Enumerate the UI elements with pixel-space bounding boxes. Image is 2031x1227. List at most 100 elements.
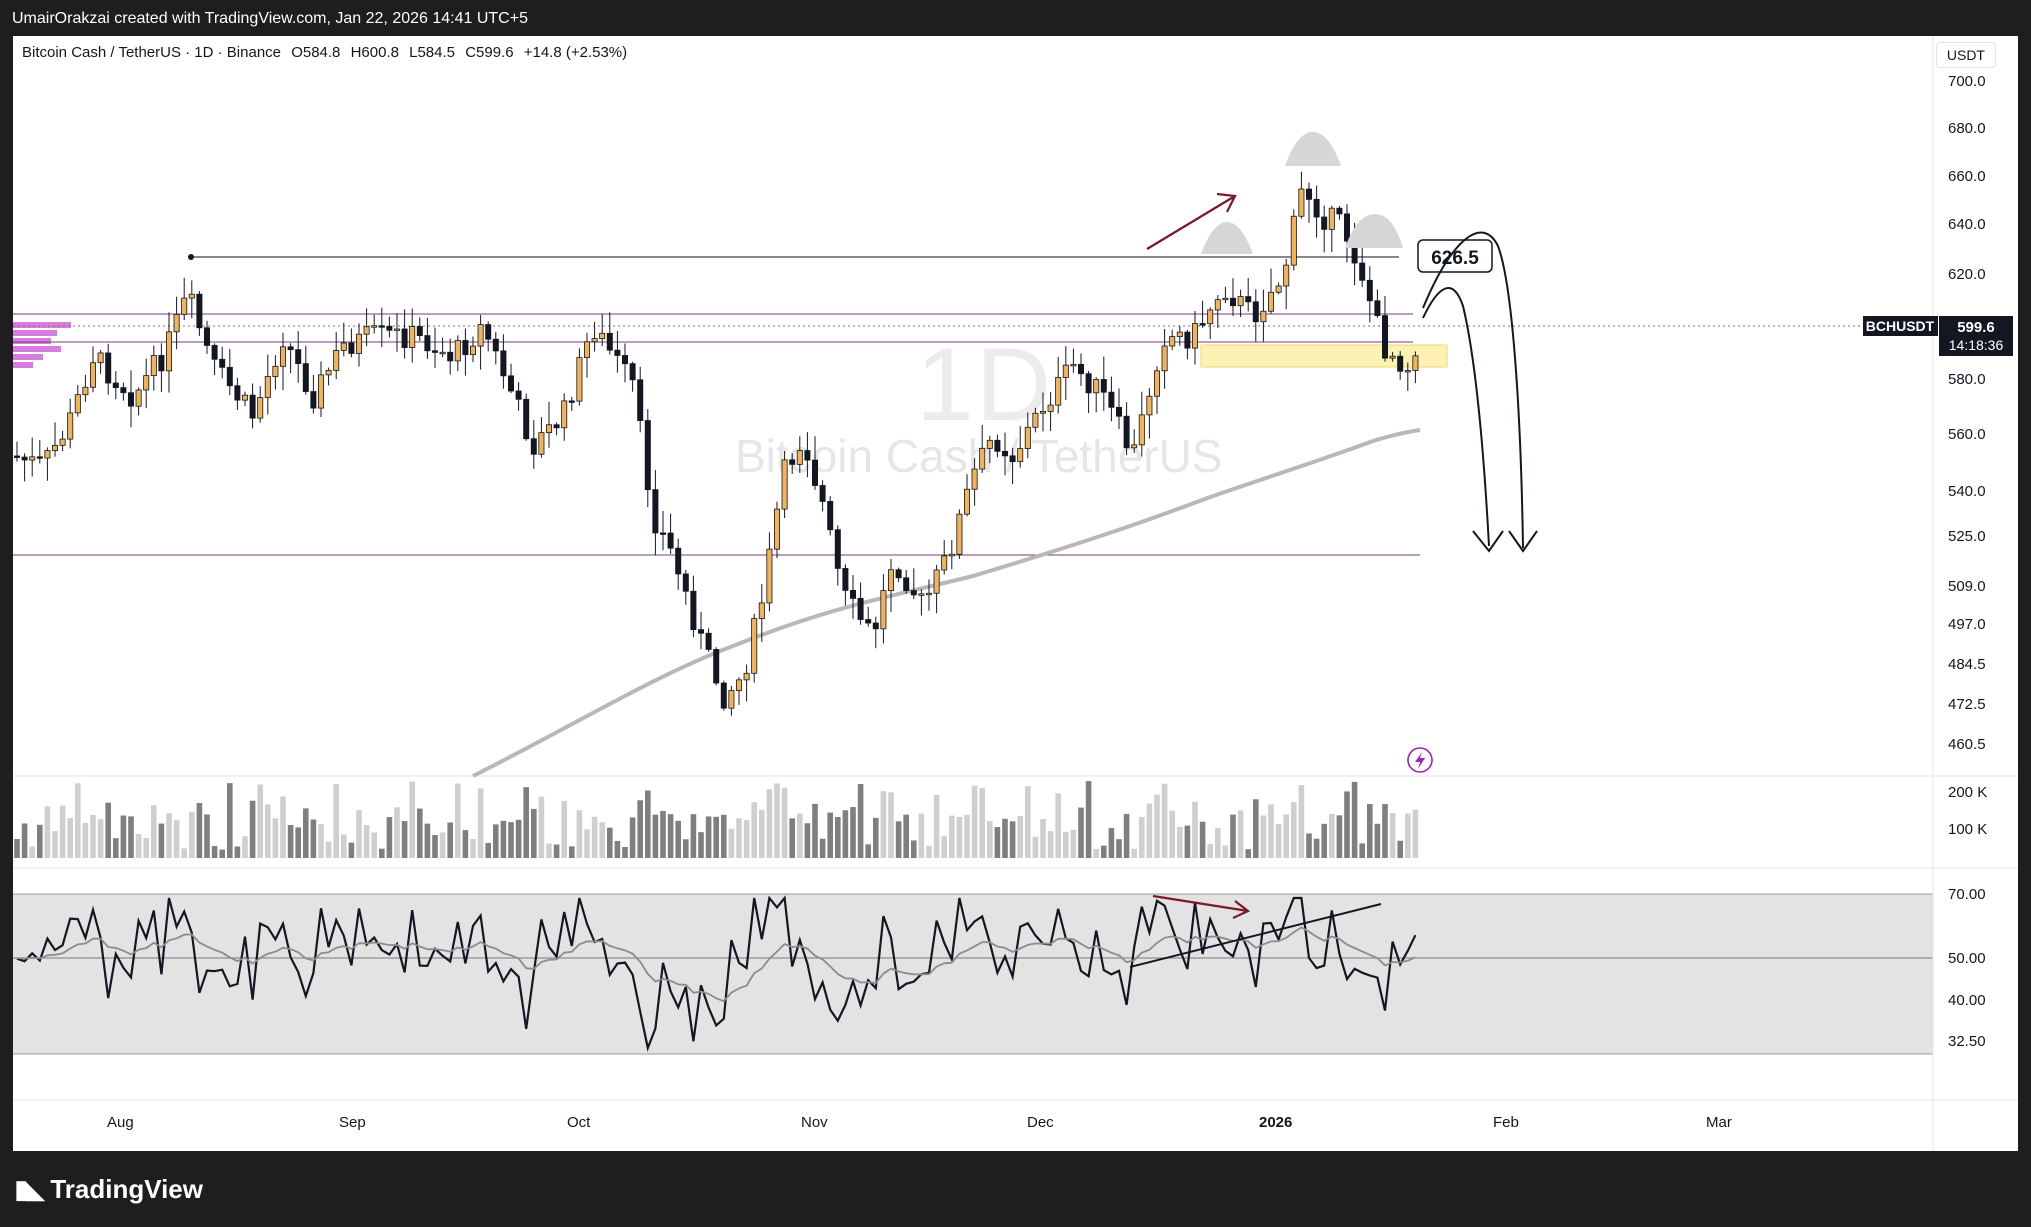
candle-body: [766, 548, 773, 604]
volume-bar: [561, 801, 567, 858]
volume-bar: [515, 819, 522, 858]
volume-bar: [386, 817, 393, 858]
volume-bar: [158, 823, 165, 858]
right-shoulder-dome: [1345, 214, 1403, 248]
candle-body: [713, 649, 720, 684]
candle-body: [986, 439, 993, 449]
volume-bar: [318, 824, 324, 858]
time-tick-label: Nov: [801, 1114, 828, 1131]
candle-body: [614, 349, 621, 356]
volume-bar: [728, 828, 735, 858]
volume-bar: [1389, 813, 1396, 858]
volume-bar: [447, 822, 453, 858]
volume-profile: [13, 322, 71, 368]
volume-bar: [280, 796, 286, 858]
volume-bar: [1397, 840, 1403, 858]
candle-body: [1397, 355, 1404, 372]
chart-author-banner: UmairOrakzai created with TradingView.co…: [12, 10, 528, 27]
candle-body: [401, 328, 408, 348]
candle-body: [660, 532, 667, 535]
volume-bar: [105, 802, 111, 858]
volume-bar: [1199, 821, 1206, 858]
candle-body: [1017, 448, 1024, 463]
volume-bar: [842, 810, 849, 858]
rsi-tick-label: 50.00: [1948, 950, 1986, 967]
volume-bar: [698, 832, 704, 858]
candle-body: [409, 326, 416, 348]
volume-bar: [781, 787, 788, 858]
candle-body: [59, 438, 66, 446]
candle-body: [1328, 207, 1335, 230]
candle-body: [933, 569, 940, 594]
time-tick-label: Dec: [1027, 1114, 1054, 1131]
candle-body: [523, 398, 530, 440]
candle-body: [44, 450, 51, 459]
volume-bar: [721, 814, 727, 858]
candle-body: [553, 424, 560, 429]
price-tick-label: 497.0: [1948, 616, 1986, 633]
support-zone[interactable]: [1200, 344, 1448, 368]
price-axis[interactable]: 700.0 680.0 660.0 640.0 620.0 580.0 560.0 540.0…: [1948, 73, 1986, 753]
candle-body: [165, 331, 172, 372]
candle-body: [956, 513, 963, 555]
candle-body: [1389, 355, 1396, 359]
volume-bar: [819, 838, 826, 858]
volume-bar: [462, 830, 469, 858]
candle-body: [1009, 455, 1016, 463]
candle-body: [1192, 323, 1199, 349]
price-tick-label: 620.0: [1948, 266, 1986, 283]
rsi-trendline[interactable]: [1129, 903, 1382, 968]
sma-line: [472, 428, 1421, 778]
volume-bar: [941, 836, 947, 858]
volume-bar: [1245, 849, 1251, 858]
candle-body: [424, 335, 431, 352]
candle-body: [477, 324, 484, 347]
volume-bar: [835, 817, 841, 858]
candle-body: [682, 573, 689, 592]
volume-bar: [1283, 814, 1289, 858]
resistance-anchor[interactable]: [188, 254, 194, 260]
rsi-divergence-arrow[interactable]: [1152, 894, 1251, 919]
volume-bar: [880, 791, 887, 858]
price-divergence-arrow[interactable]: [1146, 192, 1237, 250]
candle-body: [1222, 297, 1229, 301]
candle-body: [690, 590, 697, 631]
candle-body: [576, 357, 583, 402]
candle-body: [1374, 300, 1381, 316]
candle-body: [333, 349, 340, 371]
projection-arrow-outer[interactable]: [1422, 231, 1538, 553]
currency-button[interactable]: USDT: [1935, 42, 1996, 68]
price-tick-label: 700.0: [1948, 73, 1986, 90]
price-annotation-box[interactable]: [1417, 239, 1493, 273]
volume-bar: [895, 821, 902, 858]
volume-bar: [90, 814, 96, 858]
time-axis[interactable]: Aug Sep Oct Nov Dec 2026 Feb Mar: [107, 1114, 1732, 1131]
volume-tick-label: 200 K: [1948, 784, 1987, 801]
price-chart-svg[interactable]: 626.5 700.0 680.0 660.0 640.0 620.0 580.0 560.…: [13, 36, 2018, 1151]
candle-body: [606, 332, 613, 351]
candle-body: [515, 390, 522, 400]
volume-bar: [569, 846, 575, 858]
symbol-title[interactable]: Bitcoin Cash / TetherUS · 1D · Binance: [22, 44, 282, 61]
volume-bar: [774, 783, 780, 858]
candle-body: [310, 391, 317, 409]
rsi-ma-line: [16, 926, 1416, 1003]
candle-body: [241, 394, 248, 401]
candle-body: [1116, 406, 1123, 417]
rsi-line: [16, 895, 1417, 1052]
volume-bar: [249, 800, 256, 858]
projection-arrow-inner[interactable]: [1422, 287, 1504, 553]
candle-body: [720, 682, 727, 709]
volume-bar: [196, 803, 203, 858]
tradingview-logo[interactable]: ▮◣ TradingView: [14, 1172, 203, 1206]
volume-bar: [455, 783, 461, 858]
candle-body: [1359, 262, 1366, 281]
volume-tick-label: 100 K: [1948, 821, 1987, 838]
volume-bar: [629, 817, 636, 858]
volume-bar: [500, 820, 507, 858]
volume-bar: [508, 822, 514, 858]
lightning-icon[interactable]: [1407, 747, 1433, 773]
volume-bar: [1207, 843, 1213, 858]
candle-body: [295, 349, 302, 364]
volume-bar: [181, 848, 187, 858]
